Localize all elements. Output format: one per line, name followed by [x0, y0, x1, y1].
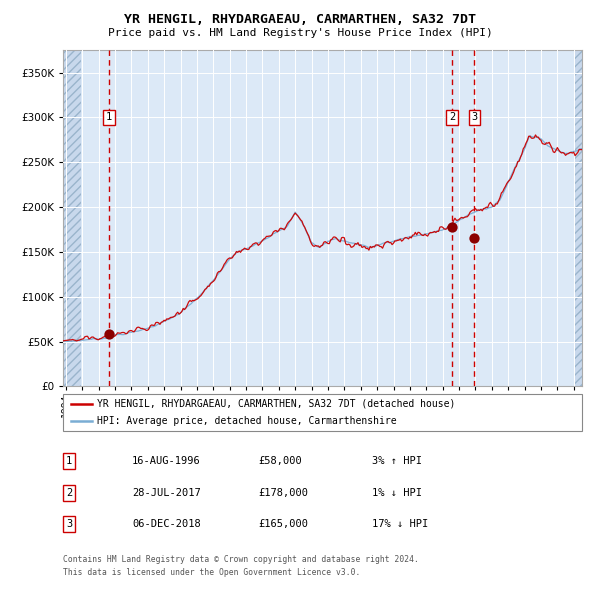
Text: Price paid vs. HM Land Registry's House Price Index (HPI): Price paid vs. HM Land Registry's House …	[107, 28, 493, 38]
Text: 16-AUG-1996: 16-AUG-1996	[132, 457, 201, 466]
Text: 3: 3	[471, 113, 478, 122]
Bar	[63, 50, 81, 386]
Text: 1: 1	[66, 457, 72, 466]
Bar	[575, 50, 582, 386]
Text: 1% ↓ HPI: 1% ↓ HPI	[372, 488, 422, 497]
Text: £58,000: £58,000	[258, 457, 302, 466]
Bar	[575, 50, 582, 386]
Point	[104, 330, 113, 339]
Text: £178,000: £178,000	[258, 488, 308, 497]
Text: 3% ↑ HPI: 3% ↑ HPI	[372, 457, 422, 466]
FancyBboxPatch shape	[63, 394, 582, 431]
Text: 1: 1	[106, 113, 112, 122]
Text: 28-JUL-2017: 28-JUL-2017	[132, 488, 201, 497]
Text: 3: 3	[66, 519, 72, 529]
Text: 2: 2	[449, 113, 455, 122]
Text: This data is licensed under the Open Government Licence v3.0.: This data is licensed under the Open Gov…	[63, 568, 361, 577]
Text: 06-DEC-2018: 06-DEC-2018	[132, 519, 201, 529]
Text: HPI: Average price, detached house, Carmarthenshire: HPI: Average price, detached house, Carm…	[97, 417, 397, 427]
Point	[470, 234, 479, 243]
Text: £165,000: £165,000	[258, 519, 308, 529]
Text: YR HENGIL, RHYDARGAEAU, CARMARTHEN, SA32 7DT: YR HENGIL, RHYDARGAEAU, CARMARTHEN, SA32…	[124, 13, 476, 26]
Text: Contains HM Land Registry data © Crown copyright and database right 2024.: Contains HM Land Registry data © Crown c…	[63, 555, 419, 564]
Text: YR HENGIL, RHYDARGAEAU, CARMARTHEN, SA32 7DT (detached house): YR HENGIL, RHYDARGAEAU, CARMARTHEN, SA32…	[97, 399, 455, 408]
Point	[448, 222, 457, 231]
Text: 17% ↓ HPI: 17% ↓ HPI	[372, 519, 428, 529]
Text: 2: 2	[66, 488, 72, 497]
Bar	[63, 50, 81, 386]
